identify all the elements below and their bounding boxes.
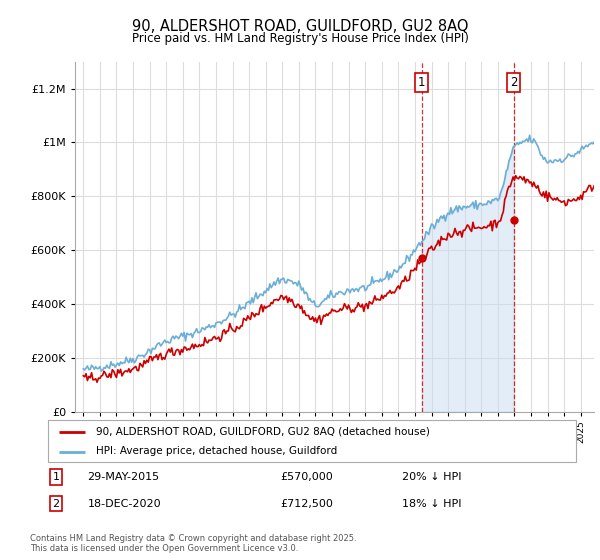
FancyBboxPatch shape — [48, 420, 576, 462]
Text: 2: 2 — [510, 76, 517, 90]
Text: £712,500: £712,500 — [280, 498, 333, 508]
Text: 18-DEC-2020: 18-DEC-2020 — [88, 498, 161, 508]
Text: 20% ↓ HPI: 20% ↓ HPI — [402, 472, 461, 482]
Text: 1: 1 — [418, 76, 425, 90]
Text: Contains HM Land Registry data © Crown copyright and database right 2025.
This d: Contains HM Land Registry data © Crown c… — [30, 534, 356, 553]
Text: 90, ALDERSHOT ROAD, GUILDFORD, GU2 8AQ: 90, ALDERSHOT ROAD, GUILDFORD, GU2 8AQ — [132, 19, 468, 34]
Text: Price paid vs. HM Land Registry's House Price Index (HPI): Price paid vs. HM Land Registry's House … — [131, 32, 469, 45]
Text: HPI: Average price, detached house, Guildford: HPI: Average price, detached house, Guil… — [95, 446, 337, 456]
Text: £570,000: £570,000 — [280, 472, 333, 482]
Text: 18% ↓ HPI: 18% ↓ HPI — [402, 498, 461, 508]
Text: 29-MAY-2015: 29-MAY-2015 — [88, 472, 160, 482]
Text: 2: 2 — [52, 498, 59, 508]
Text: 1: 1 — [52, 472, 59, 482]
Text: 90, ALDERSHOT ROAD, GUILDFORD, GU2 8AQ (detached house): 90, ALDERSHOT ROAD, GUILDFORD, GU2 8AQ (… — [95, 427, 430, 437]
